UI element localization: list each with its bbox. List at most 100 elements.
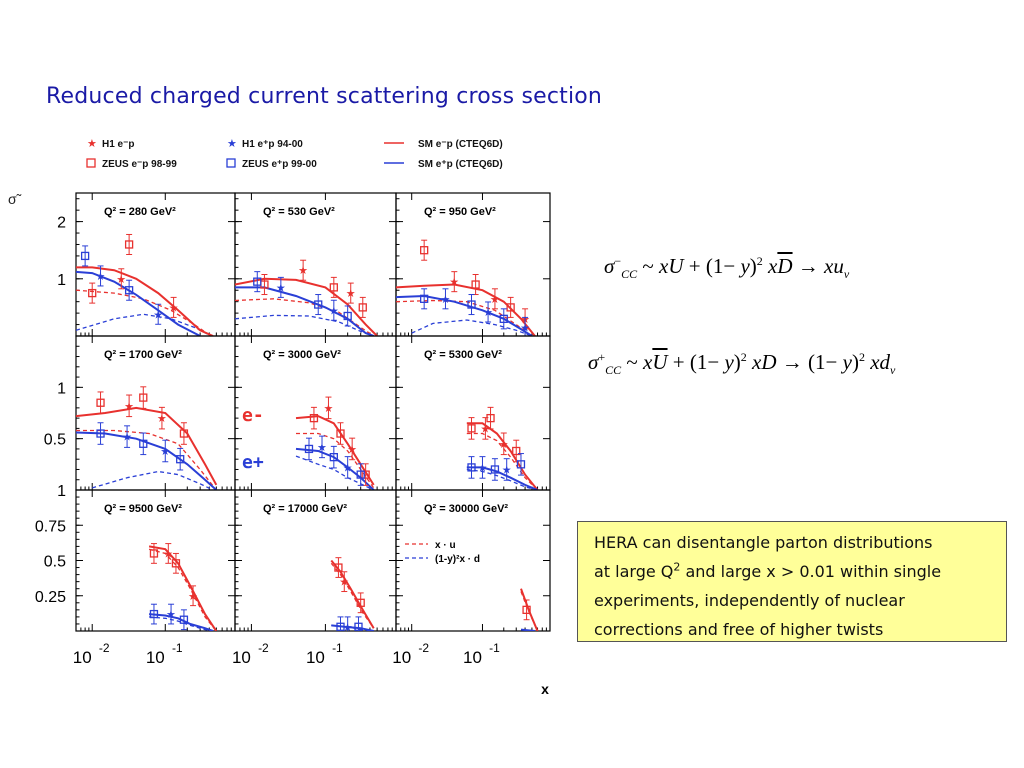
sm-electron-curve: [520, 588, 539, 631]
x-tick-label: 10 -1: [146, 641, 183, 667]
sm-positron-curve: [76, 270, 201, 336]
legend-entry: SM e⁻p (CTEQ6D): [384, 139, 503, 150]
panel-q2-8: Q² = 30000 GeV²: [395, 489, 551, 632]
y-tick-label: 0.75: [35, 518, 66, 535]
x-tick-base: 10: [392, 648, 411, 667]
d-dashed-curve: [76, 313, 210, 336]
positron-point: [253, 277, 262, 286]
electron-point: ★: [188, 591, 198, 603]
panel-q2-label: Q² = 5300 GeV²: [424, 349, 502, 361]
electron-point: ★: [157, 413, 167, 425]
d-dashed-curve: [235, 314, 374, 336]
positron-point: ★: [502, 464, 512, 476]
positron-point: ★: [343, 622, 353, 634]
d-dashed-curve: [466, 468, 538, 490]
x-tick-label: 10 -2: [232, 641, 269, 667]
electron-point: [139, 393, 148, 402]
panel-q2-label: Q² = 280 GeV²: [104, 206, 176, 218]
positron-point: [124, 286, 134, 295]
panel-curves: ★ ★ ★ ★: [76, 233, 214, 336]
sm-electron-curve: [396, 283, 536, 336]
legend-square-marker: [86, 158, 96, 168]
positron-point: [139, 439, 148, 448]
electron-point: ★: [449, 277, 459, 289]
y-tick-label: 1: [57, 483, 66, 500]
electron-point: ★: [490, 294, 500, 306]
panel-q2-0: ★ ★ ★ ★ Q² = 280 GeV²: [75, 192, 236, 337]
y-tick-label: 1: [57, 272, 66, 289]
electron-point: [506, 303, 515, 312]
electron-point: [361, 470, 370, 479]
x-tick-base: 10: [232, 648, 251, 667]
legend-square-marker: [226, 158, 236, 168]
y-tick-label: 0.5: [44, 432, 66, 449]
positron-point: ★: [520, 322, 530, 334]
panel-q2-label: Q² = 9500 GeV²: [104, 503, 182, 515]
equation-sigma-plus: σ+CC ~ xU + (1− y)2 xD → (1− y)2 xdv: [588, 350, 896, 378]
x-tick-exponent: -2: [99, 641, 110, 655]
positron-point: ★: [317, 442, 327, 454]
panel-q2-label: Q² = 3000 GeV²: [263, 349, 341, 361]
legend-star-marker: ★: [227, 138, 237, 150]
legend-label: H1 e⁻p: [102, 139, 135, 150]
positron-point: [329, 452, 338, 462]
x-tick-label: 10 -2: [392, 641, 429, 667]
positron-point: ★: [276, 282, 286, 294]
beam-label-positron: e+: [242, 452, 264, 473]
positron-point: ★: [483, 307, 493, 319]
legend-star-marker: ★: [87, 138, 97, 150]
d-dashed-curve: [411, 319, 533, 336]
positron-point: [80, 251, 90, 261]
electron-point: ★: [480, 423, 490, 435]
electron-point: ★: [124, 401, 134, 413]
x-tick-label: 10 -1: [463, 641, 500, 667]
electron-point: [336, 429, 345, 438]
legend-label: H1 e⁺p 94-00: [242, 139, 303, 150]
d-dashed-curve: [92, 470, 214, 490]
xu-dashed-curve: [76, 429, 217, 490]
x-axis-label: x: [541, 681, 549, 697]
positron-point: [420, 294, 429, 303]
positron-point: ★: [343, 462, 353, 474]
electron-point: [179, 429, 189, 438]
xu-dashed-curve: [235, 298, 375, 336]
positron-point: [490, 465, 500, 474]
note-line-1: HERA can disentangle parton distribution…: [594, 533, 933, 552]
cross-section-figure: ★ H1 e⁻p ZEUS e⁻p 98-99 ★ H1 e⁺p 94-00 ZEUS e…: [8, 138, 551, 697]
positron-point: ★: [477, 462, 487, 474]
panel-curves: ★ ★ ★: [148, 543, 218, 631]
panel-curves: ★★★★★★: [396, 239, 536, 336]
y-tick-label: 2: [57, 215, 66, 232]
electron-point: [334, 563, 343, 572]
panel-q2-2: ★★★★★★ Q² = 950 GeV²: [395, 192, 551, 337]
legend-label: ZEUS e⁻p 98-99: [102, 159, 177, 170]
positron-point: [343, 311, 352, 321]
sm-electron-curve: [76, 406, 218, 486]
electron-point: ★: [163, 548, 173, 560]
hera-note-box: HERA can disentangle parton distribution…: [577, 521, 1007, 642]
legend-entry: SM e⁺p (CTEQ6D): [384, 159, 503, 170]
panel-curves: ★ ★ ★ ★: [466, 406, 539, 490]
electron-point: [124, 240, 134, 249]
note-line-3: experiments, independently of nuclear: [594, 591, 905, 610]
d-dashed-curve: [295, 455, 374, 490]
legend-entry: ZEUS e⁺p 99-00: [226, 158, 317, 170]
inner-legend-label: (1-y)²x · d: [435, 554, 480, 565]
electron-point: ★: [346, 288, 356, 300]
y-tick-label: 0.5: [44, 554, 66, 571]
note-line-2: at large Q2 and large x > 0.01 within si…: [594, 560, 942, 581]
positron-point: [179, 615, 189, 624]
sm-positron-curve: [396, 294, 533, 336]
legend-entry: ZEUS e⁻p 98-99: [86, 158, 177, 170]
panel-q2-3: ★ ★ ★ ★ Q² = 1700 GeV²: [75, 335, 236, 491]
xu-dashed-curve: [148, 548, 217, 631]
legend-label: ZEUS e⁺p 99-00: [242, 159, 317, 170]
y-tick-label: 1: [57, 380, 66, 397]
panel-q2-label: Q² = 950 GeV²: [424, 206, 496, 218]
x-tick-base: 10: [146, 648, 165, 667]
panel-q2-label: Q² = 17000 GeV²: [263, 503, 347, 515]
panel-curves: ★★: [330, 557, 375, 634]
x-tick-base: 10: [463, 648, 482, 667]
electron-point: ★: [323, 403, 333, 415]
panel-q2-label: Q² = 1700 GeV²: [104, 349, 182, 361]
